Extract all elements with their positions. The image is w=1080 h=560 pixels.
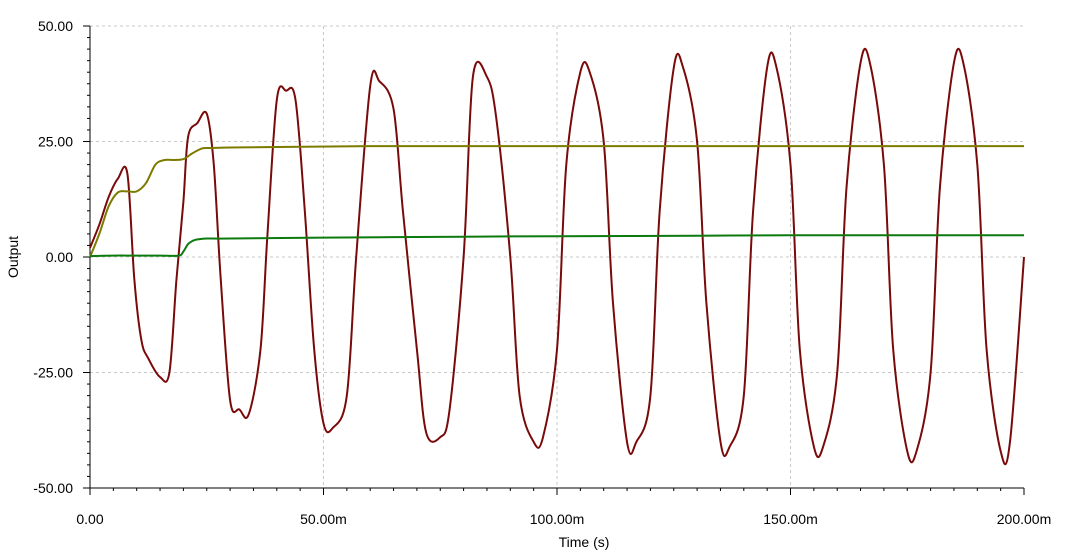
series-line-2 [89, 145, 1024, 258]
y-tick-label: 50.00 [38, 18, 73, 34]
series-line-1 [89, 47, 1025, 466]
y-axis-title: Output [5, 236, 21, 278]
axes [83, 25, 1025, 495]
x-tick-label: 200.00m [997, 511, 1051, 527]
grid [90, 25, 1024, 488]
y-tick-label: 25.00 [38, 134, 73, 150]
x-tick-label: 0.00 [76, 511, 103, 527]
x-tick-label: 50.00m [300, 511, 347, 527]
x-tick-label: 150.00m [763, 511, 817, 527]
x-tick-label: 100.00m [530, 511, 584, 527]
series-line-3 [89, 234, 1025, 258]
x-axis-title: Time (s) [559, 534, 610, 550]
y-tick-label: -50.00 [33, 480, 73, 496]
y-tick-label: -25.00 [33, 365, 73, 381]
y-tick-label: 0.00 [46, 249, 73, 265]
series-group [89, 47, 1025, 466]
